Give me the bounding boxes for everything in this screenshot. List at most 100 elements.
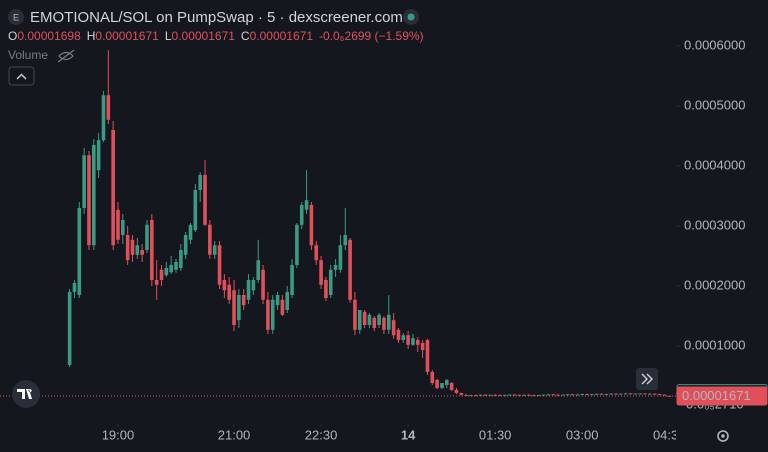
candle-body (449, 383, 454, 390)
chart-title: EMOTIONAL/SOL on PumpSwap · 5 · dexscree… (30, 9, 403, 26)
candle-body (130, 239, 135, 255)
candle-body (367, 314, 372, 325)
y-tick-label: 0.0002000 (684, 277, 745, 292)
candle-body (246, 279, 251, 300)
candle-body (309, 205, 314, 246)
candle-body (662, 394, 667, 396)
x-tick-label: 01:30 (479, 427, 512, 442)
candle-body (614, 393, 618, 395)
x-tick-label: 03:00 (566, 427, 599, 442)
legend-key: C (241, 29, 250, 43)
candle-body (67, 291, 72, 366)
y-tick-label: 0.0006000 (684, 37, 745, 52)
scroll-to-realtime-button[interactable] (636, 368, 658, 390)
candle-body (541, 394, 546, 396)
candle-body (299, 205, 304, 225)
candle-body (275, 294, 280, 306)
candle-body (285, 291, 290, 310)
candle-body (72, 282, 77, 292)
candle-body (382, 317, 386, 330)
price-axis: 0.0001000 0.0002000 0.0003000 0.0004000 0.00… (676, 37, 768, 411)
change: -0.0₆2699 (−1.59%) (319, 29, 424, 43)
candle-body (280, 299, 285, 315)
candle-body (459, 392, 464, 395)
candle-body (628, 393, 633, 395)
candle-body (101, 95, 106, 141)
candle-body (386, 314, 391, 330)
candle-body (290, 264, 294, 295)
candle-body (217, 245, 222, 285)
candle-body (116, 209, 120, 240)
plot-area (0, 50, 676, 397)
ohlc-legend: O0.00001698 H0.00001671 L0.00001671 C0.0000… (8, 29, 424, 43)
candle-body (478, 394, 483, 396)
candle-body (590, 394, 594, 396)
candle-body (522, 394, 526, 396)
candle-body (435, 380, 439, 388)
candle-body (96, 140, 101, 171)
candle-body (444, 380, 449, 385)
candle-body (551, 394, 555, 396)
candle-body (396, 329, 401, 340)
candle-body (430, 371, 435, 384)
candle-body (411, 338, 415, 345)
price-label: 0.00001671 (682, 388, 751, 403)
legend-value: 0.00001698 (17, 29, 81, 43)
legend-value: 0.00001671 (95, 29, 159, 43)
candle-body (648, 393, 652, 395)
candle-body (174, 261, 178, 270)
x-tick-label: 19:00 (102, 427, 135, 442)
candle-body (183, 234, 188, 255)
candle-body (348, 239, 352, 300)
candle-body (493, 394, 497, 396)
status-dot (407, 13, 415, 21)
candle-body (121, 220, 125, 235)
y-tick-label: 0.0001000 (684, 337, 745, 352)
candle-body (401, 335, 406, 340)
candle-body (406, 335, 410, 345)
candle-body (512, 394, 517, 396)
x-tick-label: 22:30 (305, 427, 338, 442)
candle-body (507, 394, 512, 396)
candle-body (464, 394, 468, 396)
candle-body (169, 264, 173, 273)
candle-body (203, 175, 207, 225)
x-tick-label: 04:30 (653, 427, 686, 442)
x-tick-label: 14 (401, 427, 416, 442)
tradingview-logo[interactable] (12, 380, 40, 408)
candle-body (328, 269, 333, 295)
candle-body (638, 393, 643, 395)
candle-body (338, 245, 343, 270)
legend-value: 0.00001671 (250, 29, 314, 43)
collapse-button[interactable] (8, 66, 35, 86)
settings-button[interactable] (717, 430, 729, 442)
candle-body (619, 393, 623, 395)
candle-body (145, 224, 149, 250)
candle-body (179, 249, 183, 268)
candle-body (536, 394, 541, 396)
candle-body (270, 299, 275, 330)
candle-body (295, 224, 299, 265)
candle-body (237, 294, 241, 321)
candle-body (652, 393, 657, 395)
candle-body (609, 393, 614, 395)
candle-body (353, 299, 357, 330)
hide-volume-icon[interactable] (57, 49, 75, 63)
candle-body (222, 279, 227, 291)
legend-key: O (8, 29, 17, 43)
candle-body (159, 269, 164, 280)
candle-body (193, 190, 198, 231)
candle-body (111, 130, 115, 246)
candle-body (266, 299, 270, 330)
candle-body (324, 279, 328, 298)
candle-body (483, 394, 488, 396)
candle-body (488, 394, 493, 396)
candle-body (357, 309, 362, 330)
y-tick-label: 0.0004000 (684, 157, 745, 172)
candle-body (188, 224, 193, 240)
time-axis: 19:00 21:00 22:30 14 01:30 03:00 04:30 (102, 424, 686, 442)
candle-body (657, 394, 662, 396)
candle-body (150, 220, 154, 280)
candle-body (599, 393, 604, 395)
